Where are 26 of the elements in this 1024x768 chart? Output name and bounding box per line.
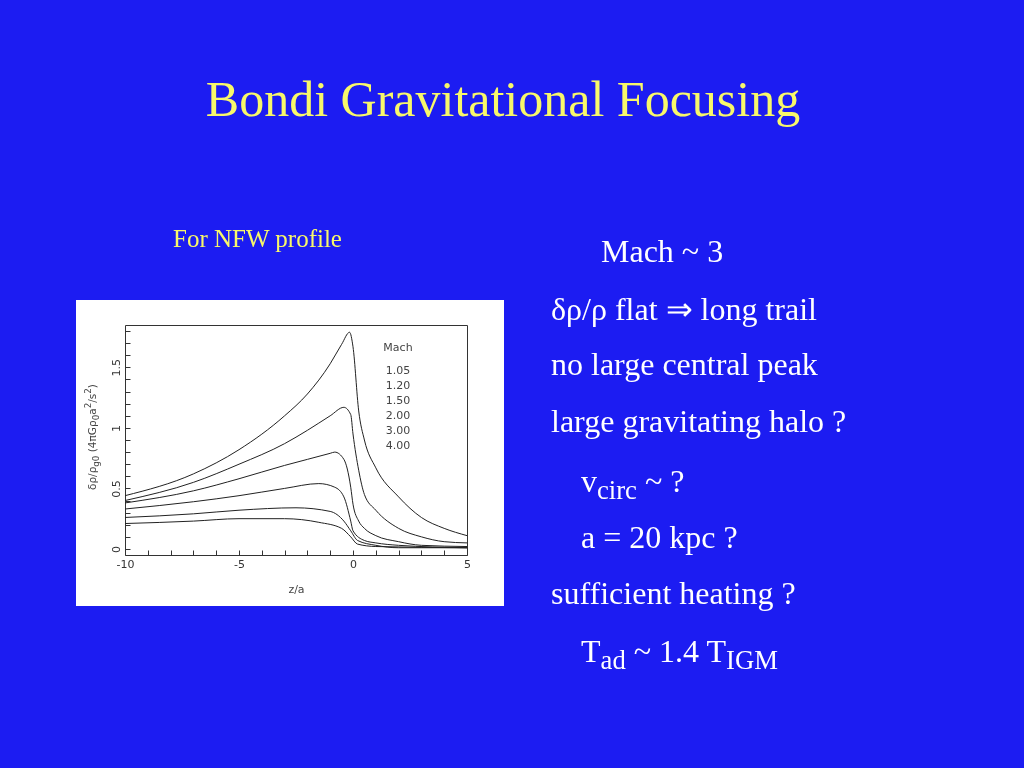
y-tick-label: 1.5 — [109, 359, 123, 377]
annotation: Mach — [383, 341, 413, 354]
text: large gravitating halo ? — [551, 403, 847, 440]
x-axis-title: z/a — [288, 582, 305, 596]
text: a = 20 kpc ? — [581, 519, 738, 556]
annotation: 1.50 — [385, 394, 411, 407]
annotation: 1.20 — [385, 379, 411, 392]
text: no large central peak — [551, 346, 818, 383]
annotation: 3.00 — [385, 424, 411, 437]
annotation: 1.05 — [385, 364, 411, 377]
x-tick-label: 0 — [350, 557, 357, 571]
y-tick-label: 0 — [109, 545, 123, 553]
text: T$_{ad}$ ~ 1.4 T$_{IGM}$ — [581, 633, 778, 677]
x-tick-label: 5 — [464, 557, 471, 571]
text: δρ/ρ flat ⇒ long trail — [551, 290, 817, 328]
y-tick-label: 0.5 — [109, 480, 123, 498]
annotation: 2.00 — [385, 409, 411, 422]
text: v$_{circ}$ ~ ? — [581, 463, 685, 507]
chart-title: Bondi Gravitational Focusing — [204, 70, 802, 128]
y-tick-label: 1 — [109, 424, 123, 432]
annotation: 4.00 — [385, 439, 411, 452]
chart-subtitle: For NFW profile — [173, 225, 342, 253]
x-tick-label: -5 — [234, 557, 245, 571]
x-tick-label: -10 — [116, 557, 135, 571]
text: sufficient heating ? — [551, 575, 796, 612]
text: Mach ~ 3 — [601, 233, 724, 270]
